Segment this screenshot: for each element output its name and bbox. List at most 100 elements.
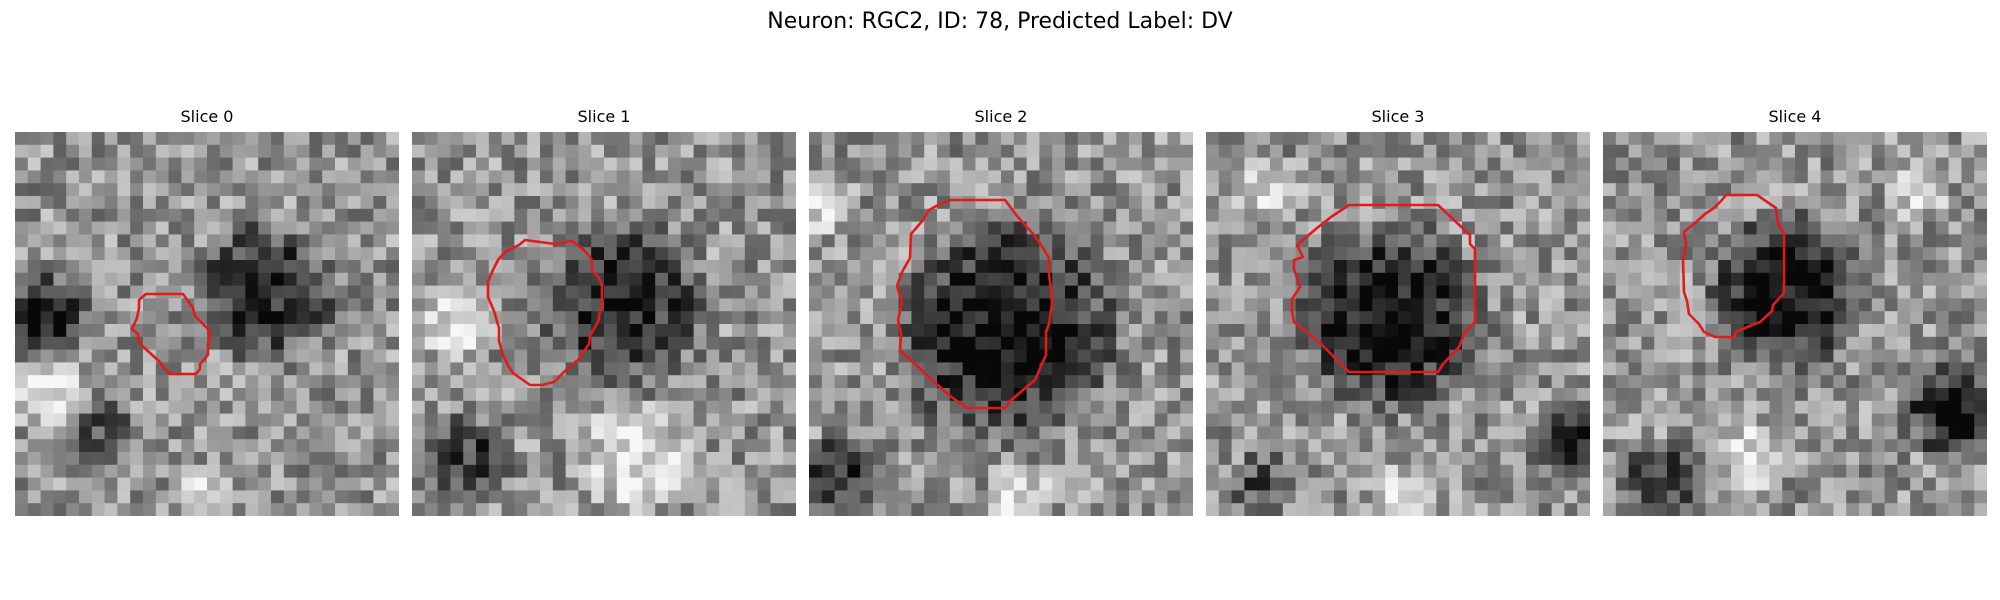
image-pixel (732, 311, 746, 325)
image-pixel (1615, 439, 1629, 453)
image-pixel (1346, 362, 1360, 376)
image-pixel (860, 375, 874, 389)
image-pixel (1667, 439, 1681, 453)
image-pixel (271, 132, 285, 146)
image-pixel (693, 247, 707, 261)
image-pixel (809, 439, 823, 453)
image-pixel (232, 260, 246, 274)
image-pixel (232, 349, 246, 363)
image-pixel (783, 324, 796, 338)
image-pixel (1090, 208, 1104, 222)
image-pixel (1667, 208, 1681, 222)
image-pixel (1026, 196, 1040, 210)
image-pixel (1116, 311, 1130, 325)
image-pixel (143, 157, 157, 171)
image-pixel (770, 503, 784, 516)
image-pixel (732, 452, 746, 466)
image-pixel (898, 413, 912, 427)
image-pixel (1756, 503, 1770, 516)
image-pixel (578, 311, 592, 325)
image-pixel (1308, 349, 1322, 363)
image-pixel (1641, 208, 1655, 222)
image-pixel (1462, 132, 1476, 146)
image-pixel (885, 132, 899, 146)
image-pixel (757, 221, 771, 235)
image-pixel (501, 260, 515, 274)
image-pixel (15, 503, 29, 516)
image-pixel (1859, 375, 1873, 389)
image-pixel (1769, 388, 1783, 402)
image-pixel (143, 285, 157, 299)
image-pixel (1705, 157, 1719, 171)
image-pixel (642, 413, 656, 427)
image-pixel (1026, 477, 1040, 491)
image-pixel (1692, 452, 1706, 466)
image-pixel (219, 426, 233, 440)
image-pixel (1731, 234, 1745, 248)
image-pixel (335, 132, 349, 146)
image-pixel (1654, 208, 1668, 222)
image-pixel (1116, 503, 1130, 516)
image-pixel (1705, 247, 1719, 261)
image-pixel (1141, 311, 1155, 325)
image-pixel (271, 221, 285, 235)
image-pixel (1321, 413, 1335, 427)
image-pixel (770, 426, 784, 440)
image-pixel (719, 234, 733, 248)
image-pixel (412, 157, 426, 171)
image-pixel (1487, 132, 1501, 146)
image-pixel (527, 132, 541, 146)
image-pixel (258, 336, 272, 350)
image-pixel (1116, 324, 1130, 338)
image-pixel (1385, 298, 1399, 312)
image-pixel (1244, 272, 1258, 286)
image-pixel (1103, 490, 1117, 504)
image-pixel (1321, 260, 1335, 274)
image-pixel (1807, 170, 1821, 184)
image-pixel (1807, 208, 1821, 222)
image-pixel (924, 170, 938, 184)
image-pixel (1615, 413, 1629, 427)
image-pixel (1718, 311, 1732, 325)
image-pixel (1743, 349, 1757, 363)
image-pixel (1001, 285, 1015, 299)
image-pixel (1859, 221, 1873, 235)
image-pixel (514, 170, 528, 184)
image-pixel (1001, 247, 1015, 261)
image-pixel (143, 260, 157, 274)
image-pixel (1782, 439, 1796, 453)
image-pixel (1244, 452, 1258, 466)
image-pixel (988, 439, 1002, 453)
image-pixel (616, 349, 630, 363)
image-pixel (629, 144, 643, 158)
image-pixel (1090, 311, 1104, 325)
image-pixel (1897, 208, 1911, 222)
image-pixel (1385, 221, 1399, 235)
image-pixel (117, 311, 131, 325)
image-pixel (1129, 183, 1143, 197)
image-pixel (488, 490, 502, 504)
image-pixel (514, 144, 528, 158)
image-pixel (1001, 362, 1015, 376)
image-pixel (1551, 144, 1565, 158)
image-pixel (911, 477, 925, 491)
image-pixel (975, 324, 989, 338)
image-pixel (1615, 272, 1629, 286)
image-pixel (1551, 426, 1565, 440)
image-pixel (1410, 324, 1424, 338)
image-pixel (1436, 464, 1450, 478)
image-pixel (680, 503, 694, 516)
image-pixel (1731, 464, 1745, 478)
image-pixel (360, 324, 374, 338)
image-pixel (1577, 439, 1590, 453)
image-pixel (1551, 452, 1565, 466)
image-pixel (616, 426, 630, 440)
image-pixel (424, 157, 438, 171)
image-pixel (1871, 132, 1885, 146)
image-pixel (1436, 324, 1450, 338)
image-pixel (1077, 272, 1091, 286)
image-pixel (194, 132, 208, 146)
image-pixel (565, 311, 579, 325)
image-pixel (1346, 400, 1360, 414)
image-pixel (962, 247, 976, 261)
